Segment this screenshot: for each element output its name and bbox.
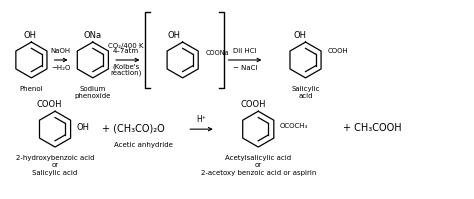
Text: reaction): reaction) [110,69,142,76]
Text: H⁺: H⁺ [197,115,207,124]
Text: COOH: COOH [327,48,348,54]
Text: COOH: COOH [37,100,63,109]
Text: − NaCl: − NaCl [233,65,257,71]
Text: + CH₃COOH: + CH₃COOH [343,123,402,133]
Text: NaOH: NaOH [51,48,71,54]
Text: ONa: ONa [84,31,102,40]
Text: Dil HCl: Dil HCl [233,48,257,54]
Text: OH: OH [167,31,180,40]
Text: −H₂O: −H₂O [51,65,71,71]
Text: OH: OH [77,123,90,132]
Text: Acetylsalicylic acid
or
2-acetoxy benzoic acid or aspirin: Acetylsalicylic acid or 2-acetoxy benzoi… [201,155,316,176]
Text: COOH: COOH [240,100,265,109]
Text: Sodium
phenoxide: Sodium phenoxide [75,86,111,99]
Text: 4–7atm: 4–7atm [113,48,139,55]
Text: Salicylic
acid: Salicylic acid [292,86,320,99]
Text: OH: OH [293,31,307,40]
Text: 2-hydroxybenzoic acid
or
Salicylic acid: 2-hydroxybenzoic acid or Salicylic acid [16,155,94,176]
Text: + (CH₃CO)₂O: + (CH₃CO)₂O [102,123,165,133]
Text: OCOCH₃: OCOCH₃ [280,123,308,129]
Text: Acetic anhydride: Acetic anhydride [114,142,173,148]
Text: COONa: COONa [205,50,229,56]
Text: OH: OH [23,31,36,40]
Text: Phenol: Phenol [19,86,43,92]
Text: CO₂/400 K: CO₂/400 K [108,43,144,49]
Text: (Kolbe's: (Kolbe's [112,64,139,70]
